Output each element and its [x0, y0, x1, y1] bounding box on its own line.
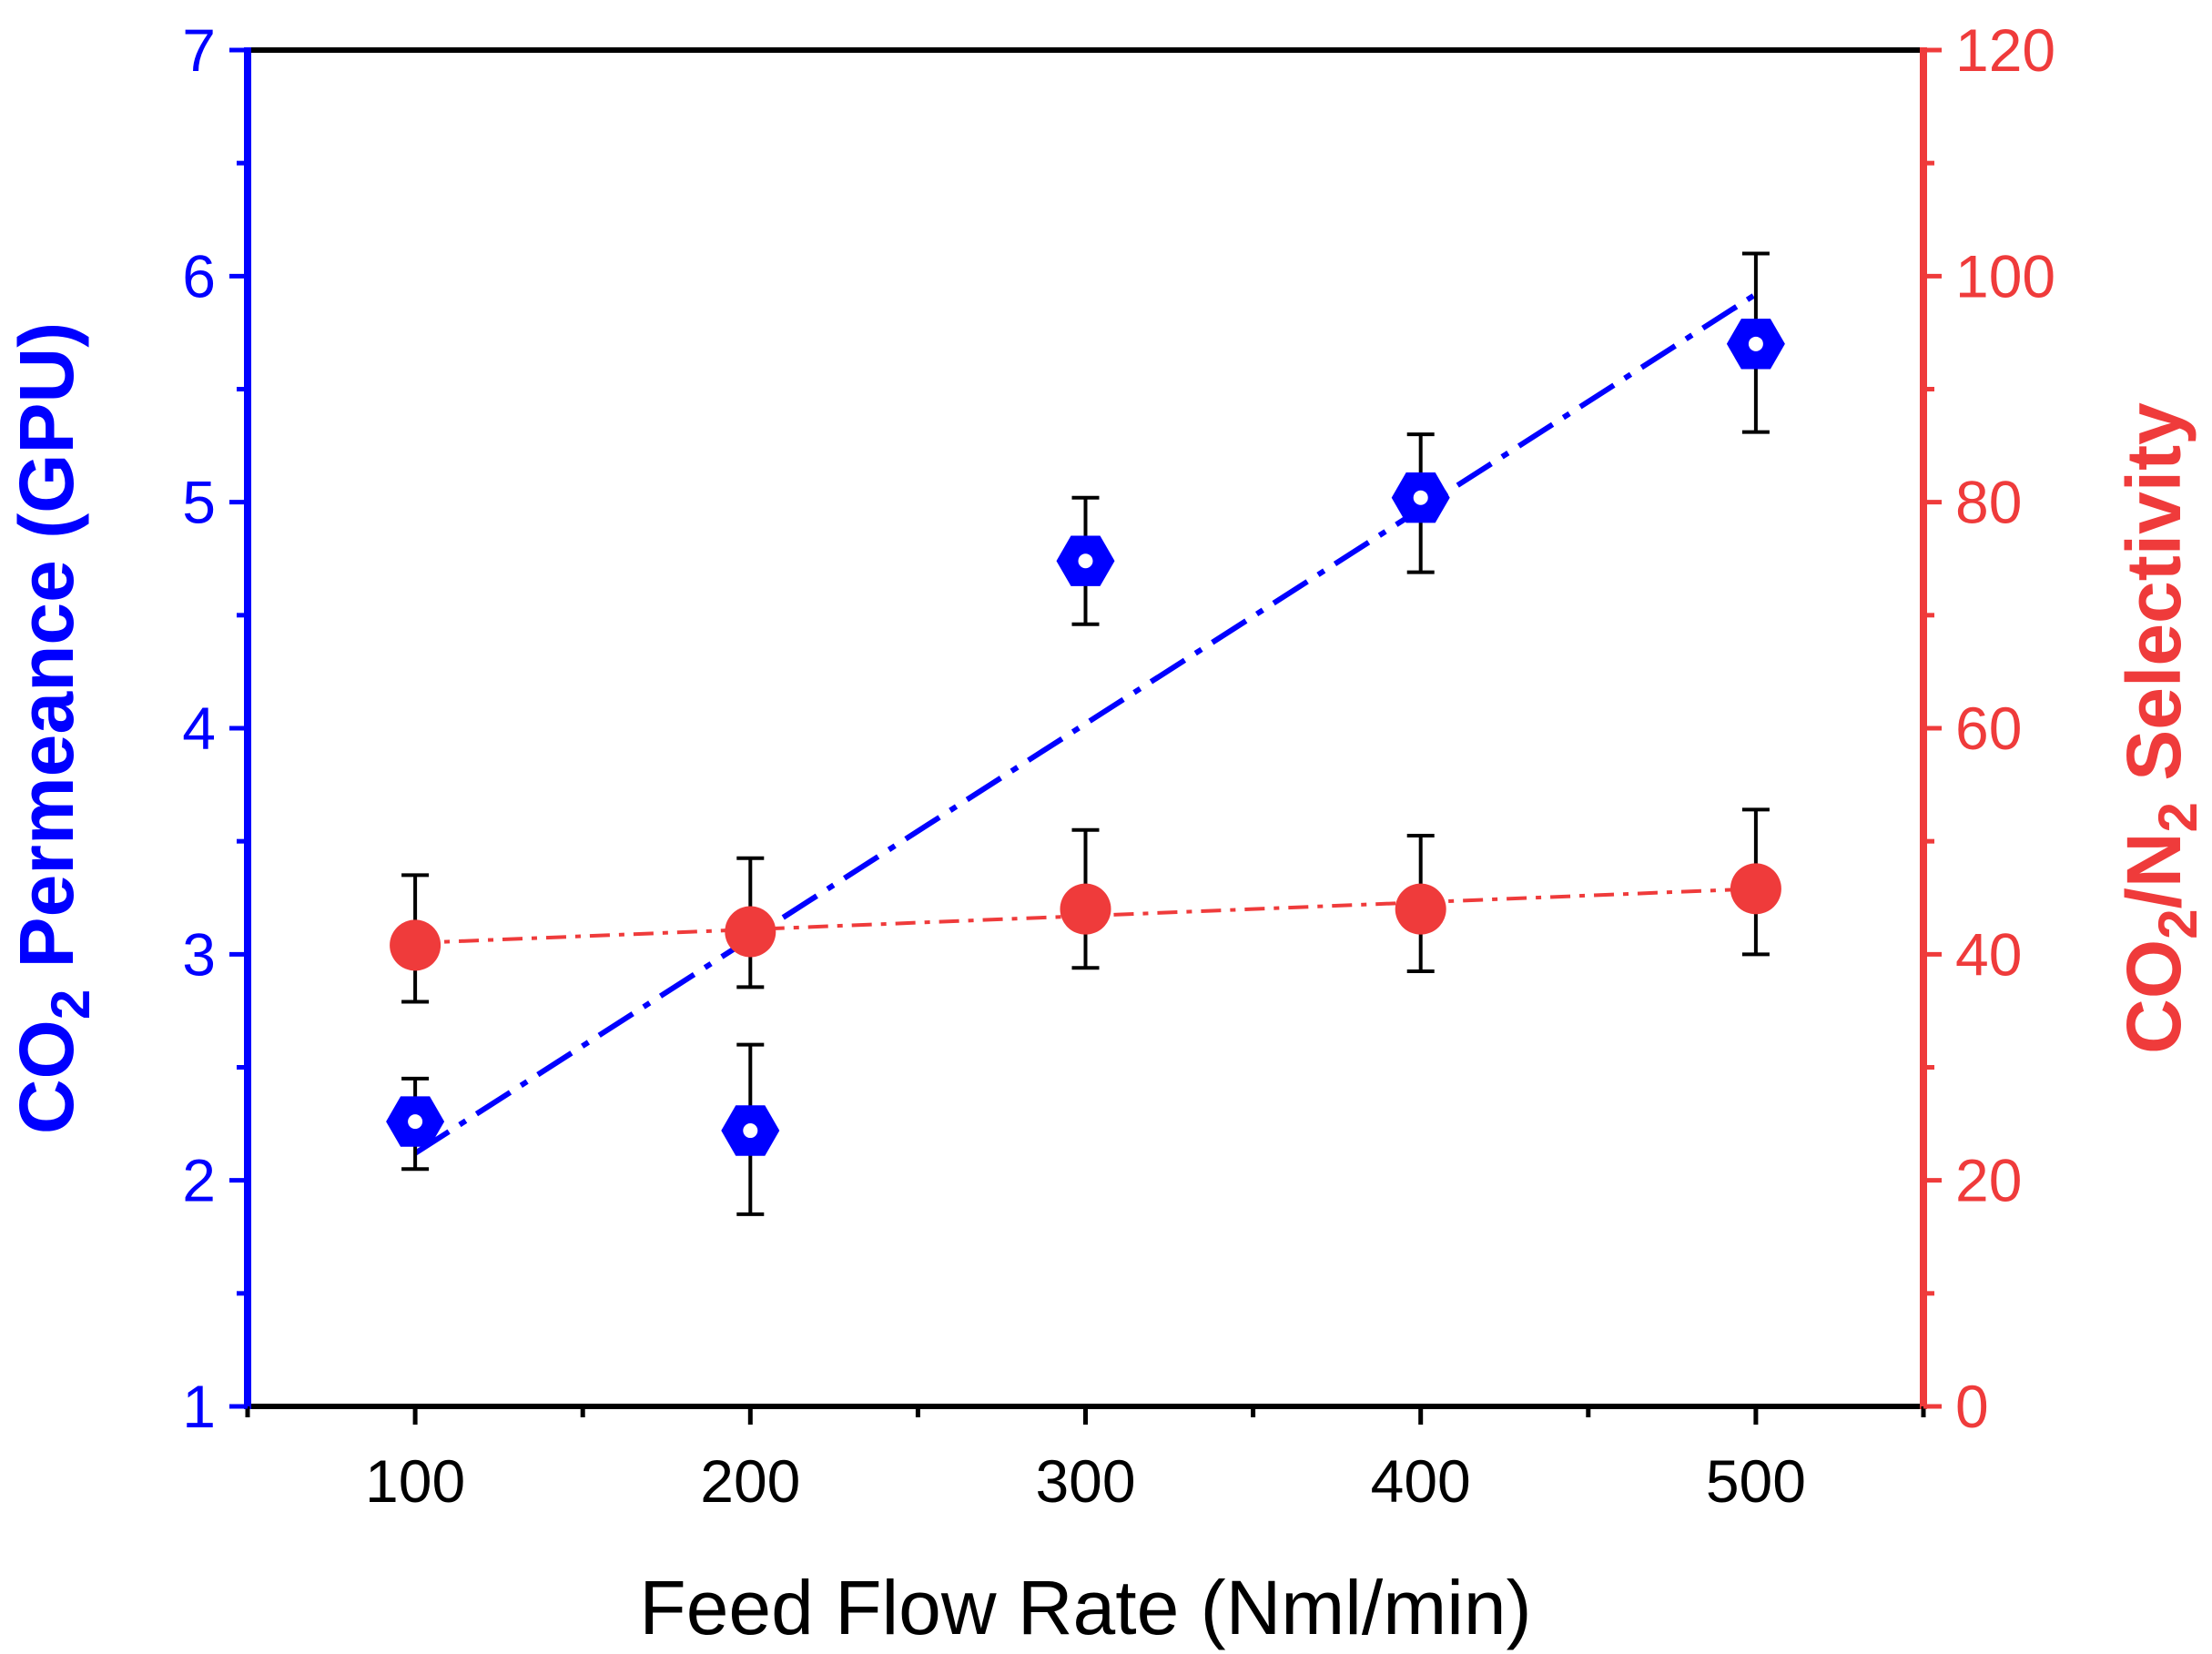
y-left-tick-label: 2	[182, 1147, 216, 1214]
y-left-tick-label: 4	[182, 695, 216, 762]
permeance-point-center	[408, 1114, 423, 1130]
plot-frame	[244, 47, 1927, 1409]
selectivity-point	[390, 919, 441, 971]
y-right-tick-label: 40	[1955, 920, 2022, 988]
permeance-point-center	[1748, 336, 1763, 351]
y-right-tick-label: 100	[1955, 242, 2055, 309]
selectivity-point	[1060, 883, 1111, 935]
y-left-tick-label: 3	[182, 920, 216, 988]
y-right-title-part: Selectivity	[2111, 402, 2197, 802]
x-tick-label: 400	[1371, 1447, 1471, 1515]
y-axis-left: 1 2 3 4 5 6 7	[182, 16, 248, 1440]
y-right-title-subscript: 2	[2147, 802, 2208, 832]
permeance-point-center	[1413, 490, 1428, 505]
permeance-point-center	[1078, 553, 1093, 569]
x-tick-label: 300	[1035, 1447, 1135, 1515]
y-right-title-subscript: 2	[2147, 908, 2208, 939]
x-axis-title: Feed Flow Rate (Nml/min)	[639, 1565, 1531, 1650]
y-right-tick-label: 60	[1955, 695, 2022, 762]
y-right-tick-label: 120	[1955, 16, 2055, 84]
y-left-tick-label: 1	[182, 1373, 216, 1440]
y-right-tick-label: 80	[1955, 469, 2022, 536]
y-axis-right: 0 20 40 60 80 100 120	[1923, 16, 2055, 1440]
selectivity-point	[1395, 883, 1446, 935]
y-axis-left-title: CO2 Permeance (GPU)	[4, 322, 101, 1134]
fit-lines	[413, 291, 1758, 1156]
x-tick-label: 200	[700, 1447, 800, 1515]
y-right-tick-label: 0	[1955, 1373, 1989, 1440]
y-left-title-part: Permeance (GPU)	[4, 322, 89, 989]
y-right-title-part: /N	[2111, 832, 2197, 908]
selectivity-point	[1730, 863, 1781, 915]
y-left-tick-label: 7	[182, 16, 216, 84]
x-tick-label: 500	[1706, 1447, 1806, 1515]
permeance-point-center	[743, 1123, 758, 1139]
y-left-tick-label: 5	[182, 469, 216, 536]
y-left-title-subscript: 2	[40, 989, 101, 1020]
permeance-fit-line	[413, 291, 1758, 1156]
x-tick-label: 100	[365, 1447, 465, 1515]
y-axis-right-title: CO2/N2 Selectivity	[2111, 402, 2208, 1054]
selectivity-point	[725, 906, 776, 958]
y-right-tick-label: 20	[1955, 1147, 2022, 1214]
y-left-title-part: CO	[4, 1020, 89, 1134]
x-axis: 100 200 300 400 500	[245, 1406, 1926, 1515]
markers	[386, 319, 1785, 1156]
y-right-title-part: CO	[2111, 939, 2197, 1054]
y-left-tick-label: 6	[182, 242, 216, 309]
error-bars	[401, 251, 1770, 1216]
